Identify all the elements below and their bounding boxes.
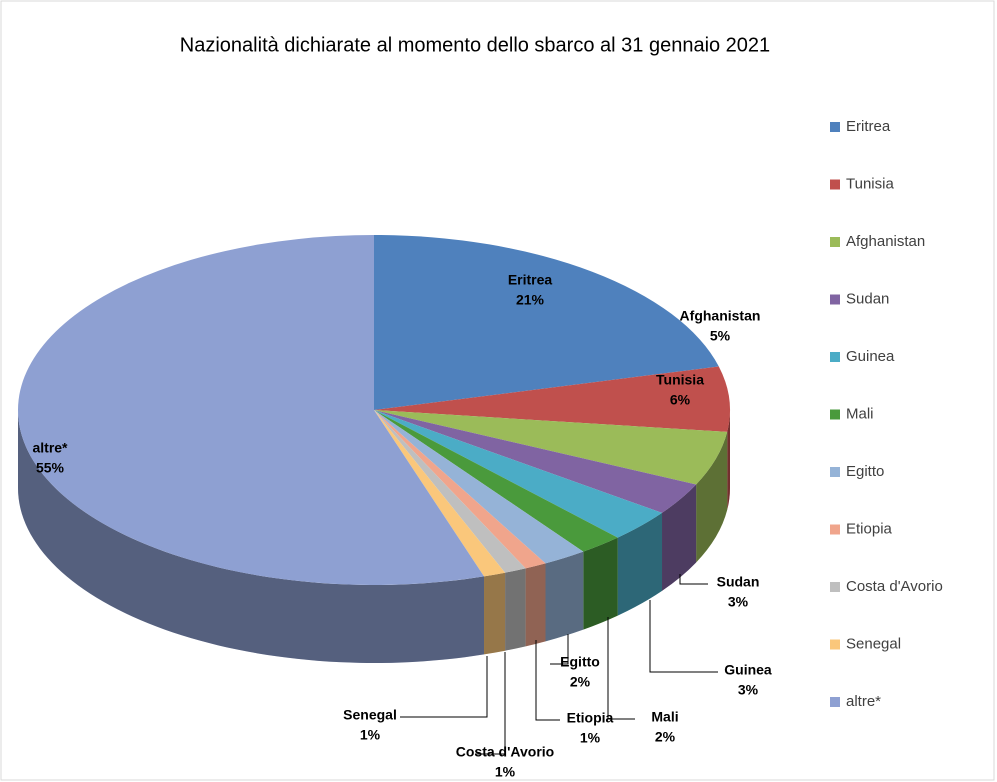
legend-swatch [830,409,840,420]
legend-label: Mali [846,405,874,422]
data-label-name: Senegal [343,707,397,723]
wall-shade [617,512,663,616]
slice-wall [525,563,546,647]
legend-label: Etiopia [846,520,893,537]
legend-label: Eritrea [846,118,891,135]
legend-swatch [830,697,840,707]
legend-swatch [830,639,840,650]
legend-label: Senegal [846,635,901,652]
pie-tops [17,235,730,585]
data-label-value: 3% [738,682,759,698]
slice [374,410,728,485]
data-labels: Eritrea 21% Tunisia 6% Afghanistan 5% Sudan 3% G… [32,272,771,780]
legend-label: Costa d'Avorio [846,578,943,595]
wall-shade [18,410,485,663]
data-label-name: Afghanistan [680,308,761,324]
wall-shade [505,568,526,651]
slice [374,410,546,569]
leader-line [400,656,488,718]
data-label-name: Tunisia [656,372,704,388]
legend-swatch [830,237,840,247]
wall-shade [696,431,728,563]
data-label-value: 21% [516,292,545,308]
wall-shade [583,537,618,630]
wall-shade [662,484,697,591]
legend-label: Guinea [846,348,895,365]
slice [17,235,485,585]
data-label-name: Mali [651,709,678,725]
leader-line [679,574,708,585]
legend-label: altre* [846,693,881,710]
slice-wall [583,537,618,630]
legend-swatch [830,467,840,477]
chart-title: Nazionalità dichiarate al momento dello … [180,34,770,56]
slice-wall [505,568,526,651]
data-label-name: Sudan [717,574,760,590]
slice [374,410,663,538]
legend: Eritrea Tunisia Afghanistan Sudan Guinea Mali… [830,118,943,710]
pie-walls [18,410,730,663]
data-label-name: Etiopia [567,710,614,726]
data-label-value: 1% [495,764,516,780]
data-label-value: 3% [728,594,749,610]
leader-line [649,600,718,673]
slice-wall [662,484,697,591]
legend-swatch [830,179,840,190]
legend-label: Tunisia [846,175,894,192]
legend-label: Egitto [846,463,884,480]
slice [374,410,526,573]
slice-wall [18,410,485,663]
leader-line [475,652,506,755]
data-label-name: altre* [32,440,68,456]
slice-wall [545,551,584,642]
slice-wall [696,431,728,563]
data-label-value: 55% [36,460,65,476]
slice-wall [617,512,663,616]
data-label-value: 6% [670,392,691,408]
slice [374,366,730,432]
slice [374,235,719,410]
data-label-value: 1% [580,730,601,746]
legend-swatch [830,122,840,132]
slice [374,410,618,552]
data-label-name: Eritrea [508,272,553,288]
data-label-value: 1% [360,727,381,743]
wall-shade [727,410,730,510]
wall-shade [545,551,584,642]
wall-shade [525,563,546,647]
legend-swatch [830,352,840,362]
legend-label: Sudan [846,290,889,307]
wall-shade [484,572,506,655]
data-label-value: 5% [710,328,731,344]
legend-swatch [830,524,840,535]
slice [374,410,506,577]
data-label-value: 2% [655,729,676,745]
data-label-name: Egitto [560,654,600,670]
slice-wall [727,410,730,510]
data-label-name: Costa d'Avorio [456,744,555,760]
legend-label: Afghanistan [846,233,925,250]
data-label-value: 2% [570,674,591,690]
slice-wall [484,572,506,655]
data-label-name: Guinea [724,662,772,678]
legend-swatch [830,294,840,305]
leader-line [550,634,569,665]
slice [374,410,697,513]
leader-line [607,617,635,720]
legend-swatch [830,582,840,592]
leader-line [535,640,560,721]
slice [374,410,584,564]
